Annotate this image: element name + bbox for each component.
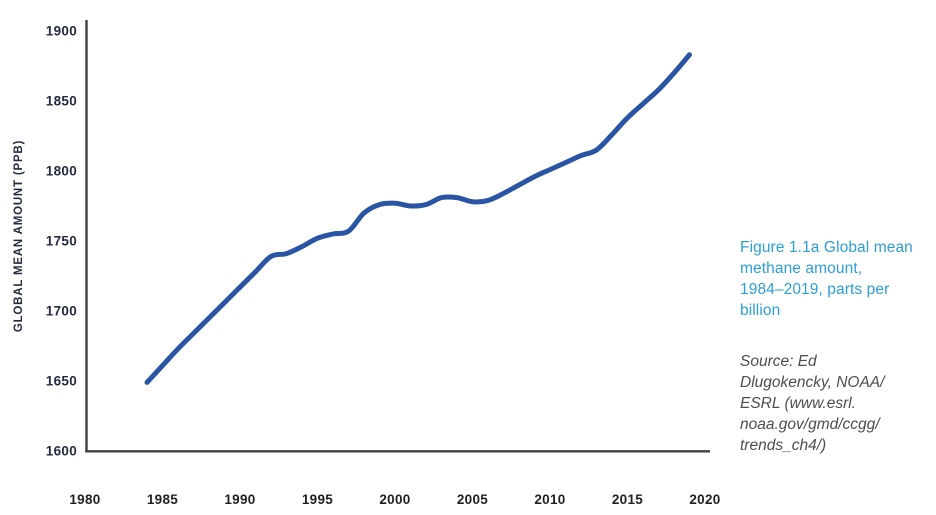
x-tick-label: 2020 <box>689 492 720 507</box>
x-tick-label: 1990 <box>224 492 255 507</box>
figure-caption-title: Figure 1.1a Global mean methane amount, … <box>740 239 913 319</box>
chart-dynamic: 1600 1650 1700 1750 1800 1850 1900 1980 1985 1990… <box>46 20 720 507</box>
x-tick-label: 1985 <box>147 492 178 507</box>
x-tick-label: 1980 <box>69 492 100 507</box>
figure-caption-source: Source: Ed Dlugokencky, NOAA/ ESRL (www.… <box>740 353 885 454</box>
x-tick-label: 2000 <box>379 492 410 507</box>
methane-line-chart: GLOBAL MEAN AMOUNT (PPB) 1600 1650 1700 175… <box>13 20 720 507</box>
y-tick-label: 1700 <box>46 304 77 319</box>
figure-caption: Figure 1.1a Global mean methane amount, … <box>740 219 926 474</box>
x-tick-label: 1995 <box>302 492 333 507</box>
chart-area: GLOBAL MEAN AMOUNT (PPB) 1600 1650 1700 175… <box>13 20 720 507</box>
y-tick-label: 1900 <box>46 24 77 39</box>
y-tick-label: 1850 <box>46 94 77 109</box>
y-tick-label: 1800 <box>46 164 77 179</box>
x-tick-label: 2005 <box>457 492 488 507</box>
x-tick-label: 2010 <box>534 492 565 507</box>
y-tick-label: 1750 <box>46 234 77 249</box>
methane-data-line <box>144 52 692 385</box>
y-tick-label: 1650 <box>46 374 77 389</box>
y-axis-title: GLOBAL MEAN AMOUNT (PPB) <box>13 140 25 332</box>
x-tick-label: 2015 <box>612 492 643 507</box>
y-tick-label: 1600 <box>46 444 77 459</box>
